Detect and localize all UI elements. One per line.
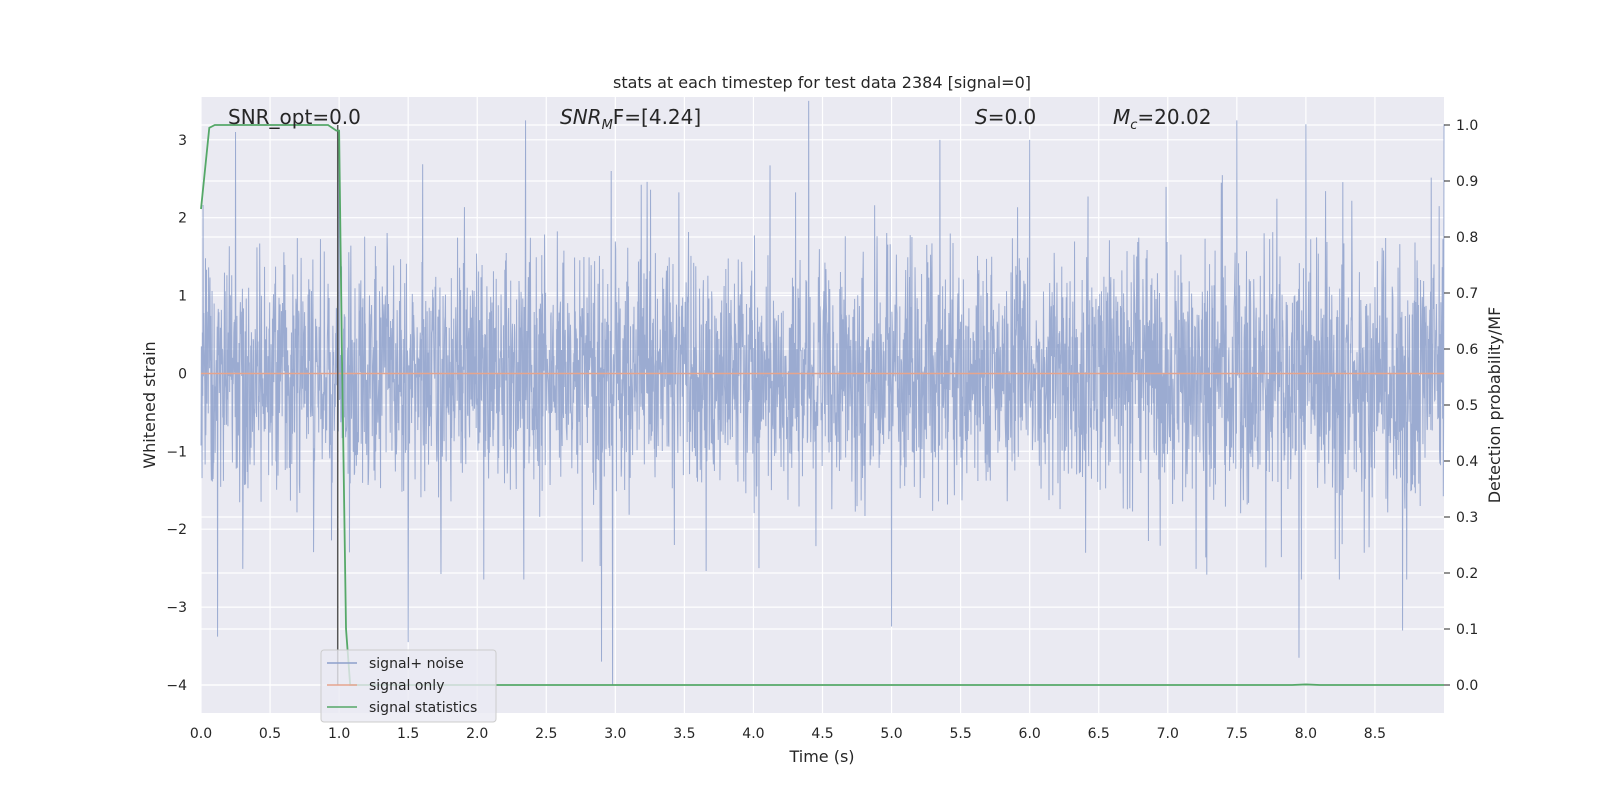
signal-statistics-line	[200, 124, 1444, 686]
y-left-tick-label-3: 0	[178, 366, 187, 382]
signal-noise-line	[200, 100, 1445, 685]
y-left-tick-label-1: 2	[178, 211, 187, 227]
annotation-mc-rest: =20.02	[1137, 105, 1211, 129]
legend-label-signal-noise: signal+ noise	[369, 656, 464, 672]
y-left-tick-label-5: −2	[166, 522, 187, 538]
annotation-s-rest: =0.0	[988, 105, 1037, 129]
y-right-tick-labels: 1.0 0.9 0.8 0.7 0.6 0.5 0.4 0.3 0.2 0.1 0.0	[1444, 118, 1478, 694]
chart-title: stats at each timestep for test data 238…	[613, 73, 1031, 92]
y-axis-label-left: Whitened strain	[140, 341, 159, 468]
y-right-tick-label-1: 0.9	[1456, 174, 1478, 190]
y-left-tick-label-6: −3	[166, 600, 187, 616]
x-tick-label-12: 6.0	[1019, 726, 1041, 742]
x-tick-label-8: 4.0	[742, 726, 764, 742]
y-right-tick-label-10: 0.0	[1456, 678, 1478, 694]
y-left-tick-labels: 3 2 1 0 −1 −2 −3 −4	[166, 133, 187, 694]
annotation-snr-mf-rest: F=[4.24]	[613, 105, 701, 129]
y-left-tick-label-0: 3	[178, 133, 187, 149]
x-tick-label-16: 8.0	[1295, 726, 1317, 742]
x-tick-label-2: 1.0	[328, 726, 350, 742]
legend-label-signal-statistics: signal statistics	[369, 700, 477, 716]
y-left-tick-label-7: −4	[166, 678, 187, 694]
x-tick-label-13: 6.5	[1088, 726, 1110, 742]
annotation-mc-main: M	[1113, 105, 1130, 129]
legend-box	[320, 649, 497, 723]
y-right-tick-label-0: 1.0	[1456, 118, 1478, 134]
x-tick-label-9: 4.5	[811, 726, 833, 742]
x-tick-label-14: 7.0	[1157, 726, 1179, 742]
y-right-tick-label-3: 0.7	[1456, 286, 1478, 302]
annotation-snr-mf-main: SNR	[560, 105, 602, 129]
x-axis-label: Time (s)	[788, 747, 854, 766]
x-tick-label-7: 3.5	[673, 726, 695, 742]
x-tick-label-17: 8.5	[1364, 726, 1386, 742]
legend-label-signal-only: signal only	[369, 678, 444, 694]
x-tick-label-4: 2.0	[466, 726, 488, 742]
x-tick-label-0: 0.0	[190, 726, 212, 742]
y-right-tick-label-2: 0.8	[1456, 230, 1478, 246]
y-right-tick-label-5: 0.5	[1456, 398, 1478, 414]
annotation-snr-mf-sub: M	[602, 118, 613, 133]
annotation-s: S=0.0	[975, 105, 1036, 129]
x-tick-label-5: 2.5	[535, 726, 557, 742]
x-tick-labels: 0.0 0.5 1.0 1.5 2.0 2.5 3.0 3.5 4.0 4.5 5.0 5.5 6.0 6…	[190, 726, 1386, 742]
annotation-snr-mf: SNRMF=[4.24]	[560, 105, 701, 133]
series-signal-noise	[200, 100, 1445, 685]
annotation-s-main: S	[975, 105, 988, 129]
x-tick-label-11: 5.5	[949, 726, 971, 742]
annotation-snr-opt: SNR_opt=0.0	[228, 105, 361, 129]
y-right-tick-label-4: 0.6	[1456, 342, 1478, 358]
legend: signal+ noise signal only signal statist…	[320, 649, 497, 723]
x-tick-label-15: 7.5	[1226, 726, 1248, 742]
x-tick-label-6: 3.0	[604, 726, 626, 742]
y-right-tick-label-8: 0.2	[1456, 566, 1478, 582]
y-right-tick-label-7: 0.3	[1456, 510, 1478, 526]
x-tick-label-3: 1.5	[397, 726, 419, 742]
x-tick-label-1: 0.5	[259, 726, 281, 742]
series-signal-statistics	[200, 124, 1444, 686]
y-right-tick-label-6: 0.4	[1456, 454, 1478, 470]
y-axis-label-right: Detection probability/MF	[1485, 307, 1504, 504]
y-left-tick-label-2: 1	[178, 289, 187, 305]
y-left-tick-label-4: −1	[166, 444, 187, 460]
annotation-mc-sub: c	[1130, 118, 1137, 133]
y-right-tick-label-9: 0.1	[1456, 622, 1478, 638]
annotation-mc: Mc=20.02	[1113, 105, 1211, 133]
x-tick-label-10: 5.0	[880, 726, 902, 742]
